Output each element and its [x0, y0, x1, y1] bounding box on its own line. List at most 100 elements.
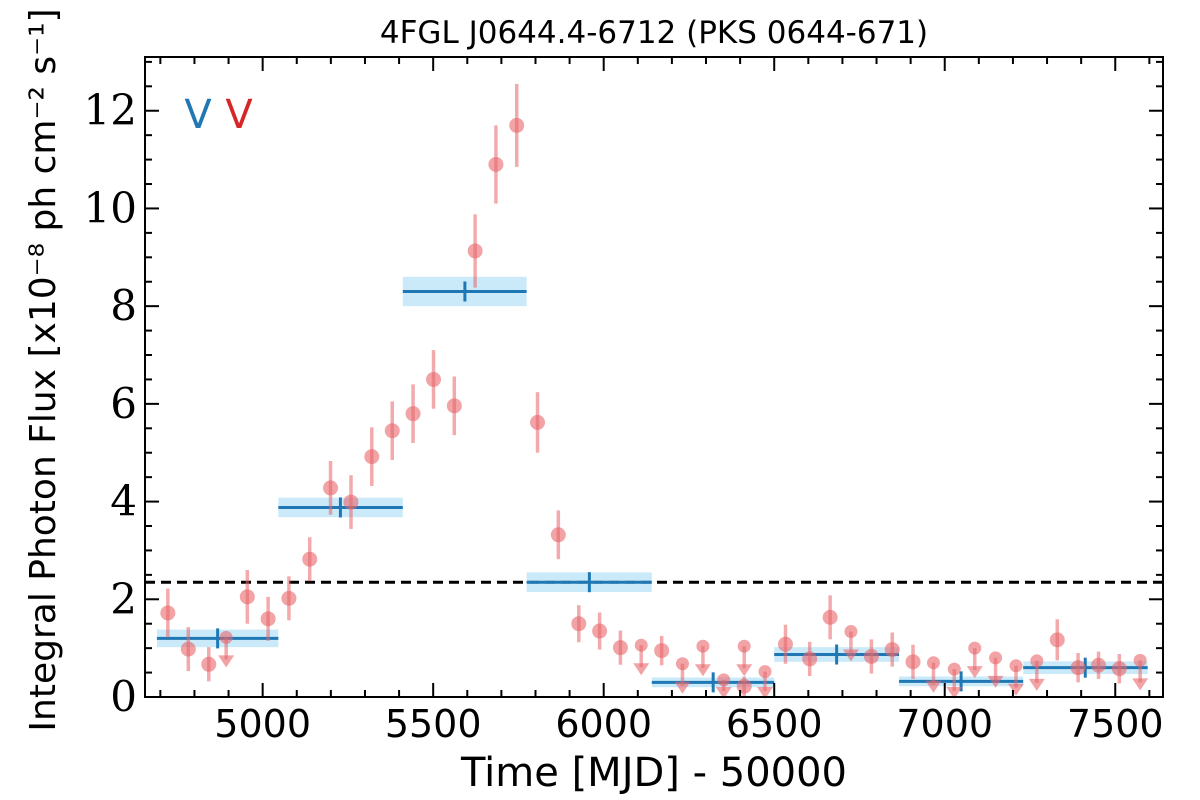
data-point-32: [1091, 651, 1107, 679]
point-marker: [802, 651, 818, 667]
limit-arrow: [987, 675, 1004, 688]
upper-limit-10: [966, 641, 983, 679]
point-marker: [1070, 660, 1086, 676]
data-point-3: [239, 569, 255, 624]
data-point-1: [180, 627, 196, 672]
upper-limit-4: [715, 673, 732, 699]
x-tick-label: 5000: [214, 702, 311, 746]
data-point-5: [281, 576, 297, 621]
upper-limit-11: [987, 651, 1004, 688]
block-3: [526, 572, 652, 593]
limit-marker: [737, 639, 751, 653]
upper-limit-14: [1132, 653, 1149, 691]
x-axis-label: Time [MJD] - 50000: [460, 750, 847, 796]
upper-limit-8: [925, 656, 942, 693]
data-point-29: [905, 644, 921, 679]
chart-title: 4FGL J0644.4-6712 (PKS 0644-671): [380, 15, 928, 51]
y-tick-label: 8: [110, 281, 137, 330]
data-point-4: [260, 596, 276, 641]
limit-marker: [717, 673, 731, 687]
data-point-2: [201, 647, 217, 682]
limit-marker: [1133, 653, 1147, 667]
point-marker: [777, 636, 793, 652]
point-marker: [488, 156, 504, 172]
upper-limit-6: [757, 665, 774, 699]
data-point-26: [822, 595, 838, 640]
point-marker: [426, 371, 442, 387]
point-marker: [571, 616, 587, 632]
y-tick-label: 10: [84, 183, 137, 232]
limit-arrow: [633, 663, 650, 676]
x-tick-label: 7500: [1067, 702, 1164, 746]
data-point-7: [323, 461, 339, 515]
limit-marker: [758, 665, 772, 679]
point-marker: [1111, 661, 1127, 677]
data-point-10: [384, 401, 400, 461]
point-marker: [530, 414, 546, 430]
data-point-9: [364, 427, 380, 486]
point-marker: [863, 648, 879, 664]
x-tick-label: 6500: [726, 702, 823, 746]
limit-marker: [219, 630, 233, 644]
point-marker: [467, 243, 483, 259]
data-point-25: [802, 641, 818, 676]
data-point-19: [571, 605, 587, 643]
block-0: [156, 628, 279, 649]
point-marker: [343, 494, 359, 510]
point-marker: [281, 590, 297, 606]
point-marker: [384, 423, 400, 439]
data-point-16: [509, 83, 525, 167]
y-axis-label: Integral Photon Flux [x10⁻⁸ ph cm⁻² s⁻¹]: [23, 8, 64, 731]
point-marker: [822, 609, 838, 625]
block-5: [774, 644, 900, 665]
point-marker: [364, 449, 380, 465]
data-point-22: [654, 635, 670, 666]
upper-limit-2: [674, 657, 691, 694]
y-tick-label: 2: [110, 574, 137, 623]
point-marker: [905, 654, 921, 670]
limit-arrow: [966, 666, 983, 679]
upper-limit-5: [736, 639, 753, 677]
limit-marker: [947, 662, 961, 676]
data-point-15: [488, 125, 504, 204]
limit-arrow: [736, 664, 753, 677]
upper-limit-1: [633, 638, 650, 676]
limit-marker: [968, 641, 982, 655]
limit-marker: [675, 657, 689, 671]
point-marker: [260, 611, 276, 627]
x-tick-label: 7000: [896, 702, 993, 746]
point-marker: [1091, 657, 1107, 673]
point-marker: [446, 398, 462, 414]
limit-arrow: [715, 687, 732, 699]
data-point-30: [1049, 619, 1065, 661]
point-marker: [323, 480, 339, 496]
data-point-31: [1070, 653, 1086, 683]
red-v-marker: V: [225, 92, 253, 138]
limit-marker: [1030, 654, 1044, 668]
data-point-27: [863, 639, 879, 674]
limit-arrow: [946, 687, 963, 699]
upper-limit-0: [218, 630, 235, 668]
upper-limit-7: [842, 625, 859, 662]
data-point-28: [884, 632, 900, 667]
point-marker: [405, 406, 421, 422]
data-point-21: [612, 630, 628, 665]
point-marker: [654, 643, 670, 659]
data-point-0: [160, 588, 176, 638]
point-marker: [302, 551, 318, 567]
point-marker: [612, 640, 628, 656]
point-marker: [736, 678, 752, 694]
limit-arrow: [674, 681, 691, 694]
upper-limit-13: [1028, 654, 1045, 691]
data-point-6: [302, 537, 318, 582]
data-point-20: [592, 612, 608, 650]
upper-limit-12: [1008, 659, 1025, 696]
x-tick-label: 6000: [555, 702, 652, 746]
limit-marker: [989, 651, 1003, 665]
x-tick-label: 5500: [385, 702, 482, 746]
limit-marker: [926, 656, 940, 670]
limit-marker: [1009, 659, 1023, 673]
axes-frame: [144, 56, 1164, 698]
data-point-11: [405, 384, 421, 443]
